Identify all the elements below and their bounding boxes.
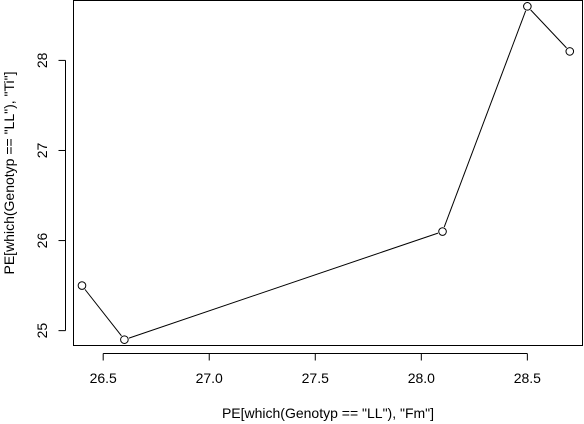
y-axis: 25 26 27 28 (34, 52, 66, 338)
x-tick-label: 27.5 (302, 370, 329, 386)
y-tick-label: 28 (34, 52, 50, 68)
plot-frame (73, 0, 583, 346)
series-line-segment (84, 289, 122, 337)
series-line-segment (443, 10, 527, 228)
x-axis: 26.5 27.0 27.5 28.0 28.5 (90, 353, 541, 386)
data-point (438, 227, 447, 236)
x-axis-title: PE[which(Genotyp == "LL"), "Fm"] (222, 405, 434, 421)
data-point (565, 47, 575, 56)
x-tick-label: 28.5 (514, 370, 541, 386)
series-line-segment (128, 232, 439, 339)
series-line-segment (530, 9, 567, 49)
y-axis-title: PE[which(Genotyp == "LL"), "Ti"] (1, 72, 17, 275)
y-tick-label: 27 (34, 142, 50, 158)
series-layer (77, 2, 575, 344)
x-tick-label: 26.5 (90, 370, 117, 386)
data-point (77, 281, 87, 290)
data-point (120, 335, 129, 344)
x-tick-label: 28.0 (408, 370, 435, 386)
y-tick-label: 26 (34, 233, 50, 249)
y-tick-label: 25 (34, 323, 50, 339)
data-point (523, 2, 532, 11)
x-tick-label: 27.0 (196, 370, 223, 386)
